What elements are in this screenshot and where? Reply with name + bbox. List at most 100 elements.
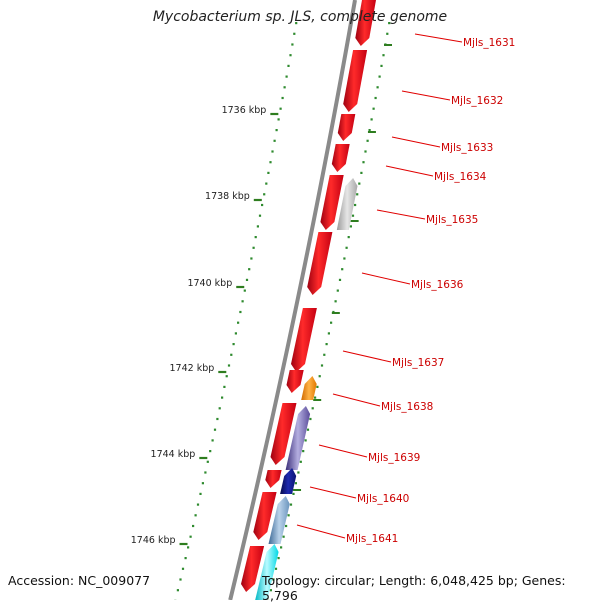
minor-tick: [335, 300, 337, 302]
forward-gene[interactable]: [332, 144, 350, 172]
minor-tick: [287, 65, 289, 67]
minor-tick: [278, 557, 280, 559]
minor-tick: [337, 290, 339, 292]
minor-tick: [190, 536, 192, 538]
minor-tick: [382, 54, 384, 56]
minor-tick: [321, 364, 323, 366]
minor-tick: [341, 268, 343, 270]
label-leader-line: [362, 273, 410, 284]
minor-tick: [362, 161, 364, 163]
minor-tick: [187, 546, 189, 548]
minor-tick: [343, 257, 345, 259]
minor-tick: [278, 118, 280, 120]
minor-tick: [257, 225, 259, 227]
minor-tick: [360, 172, 362, 174]
minor-tick: [242, 300, 244, 302]
gene-label[interactable]: Mjls_1639: [368, 452, 420, 464]
minor-tick: [228, 364, 230, 366]
minor-tick: [244, 290, 246, 292]
minor-tick: [328, 332, 330, 334]
forward-gene[interactable]: [338, 114, 356, 141]
minor-tick: [276, 129, 278, 131]
label-leader-line: [319, 445, 367, 457]
minor-tick: [280, 546, 282, 548]
gene-label[interactable]: Mjls_1640: [357, 493, 409, 505]
minor-tick: [267, 172, 269, 174]
gene-label[interactable]: Mjls_1641: [346, 533, 398, 545]
gene-label[interactable]: Mjls_1634: [434, 171, 487, 183]
minor-tick: [223, 386, 225, 388]
gene-label[interactable]: Mjls_1631: [463, 37, 515, 49]
minor-tick: [290, 504, 292, 506]
minor-tick: [307, 429, 309, 431]
label-leader-line: [343, 351, 391, 362]
minor-tick: [305, 439, 307, 441]
minor-tick: [195, 514, 197, 516]
minor-tick: [204, 471, 206, 473]
minor-tick: [348, 236, 350, 238]
minor-tick: [297, 471, 299, 473]
gene-label[interactable]: Mjls_1635: [426, 214, 478, 226]
minor-tick: [354, 204, 356, 206]
genome-backbone-arc: [230, 0, 355, 600]
minor-tick: [375, 97, 377, 99]
minor-tick: [289, 54, 291, 56]
tick-label: 1736 kbp: [222, 105, 267, 116]
minor-tick: [212, 439, 214, 441]
minor-tick: [358, 183, 360, 185]
gene-label[interactable]: Mjls_1636: [411, 279, 464, 291]
minor-tick: [377, 86, 379, 88]
minor-tick: [302, 450, 304, 452]
minor-tick: [323, 354, 325, 356]
forward-gene[interactable]: [343, 50, 367, 112]
minor-tick: [250, 257, 252, 259]
minor-tick: [316, 386, 318, 388]
minor-tick: [380, 65, 382, 67]
minor-tick: [177, 589, 179, 591]
minor-tick: [286, 76, 288, 78]
forward-gene[interactable]: [265, 470, 281, 488]
minor-tick: [275, 568, 277, 570]
minor-tick: [280, 108, 282, 110]
minor-tick: [216, 418, 218, 420]
minor-tick: [373, 108, 375, 110]
minor-tick: [274, 140, 276, 142]
minor-tick: [319, 375, 321, 377]
minor-tick: [284, 86, 286, 88]
minor-tick: [214, 429, 216, 431]
minor-tick: [309, 418, 311, 420]
minor-tick: [263, 193, 265, 195]
gene-label[interactable]: Mjls_1632: [451, 95, 503, 107]
minor-tick: [209, 450, 211, 452]
gene-labels: Mjls_1631 Mjls_1632 Mjls_1633 Mjls_1634 Mjls…: [297, 34, 515, 545]
minor-tick: [314, 397, 316, 399]
forward-gene[interactable]: [287, 370, 304, 393]
label-leader-line: [392, 137, 440, 147]
minor-tick: [248, 268, 250, 270]
minor-tick: [207, 461, 209, 463]
gene-label[interactable]: Mjls_1638: [381, 401, 433, 413]
minor-tick: [219, 407, 221, 409]
minor-tick: [285, 525, 287, 527]
gene-label[interactable]: Mjls_1637: [392, 357, 444, 369]
minor-tick: [352, 215, 354, 217]
minor-tick: [292, 493, 294, 495]
minor-tick: [379, 76, 381, 78]
minor-tick: [291, 43, 293, 45]
minor-tick: [253, 247, 255, 249]
minor-tick: [283, 536, 285, 538]
minor-tick: [364, 150, 366, 152]
gene-label[interactable]: Mjls_1633: [441, 142, 493, 154]
label-leader-line: [386, 166, 433, 176]
minor-tick: [221, 397, 223, 399]
tick-label: 1746 kbp: [131, 535, 176, 546]
reverse-gene-orange[interactable]: [301, 376, 317, 400]
minor-tick: [293, 33, 295, 35]
label-leader-line: [377, 210, 425, 219]
minor-tick: [386, 33, 388, 35]
minor-tick: [282, 97, 284, 99]
tick-label: 1744 kbp: [151, 449, 196, 460]
minor-tick: [369, 129, 371, 131]
